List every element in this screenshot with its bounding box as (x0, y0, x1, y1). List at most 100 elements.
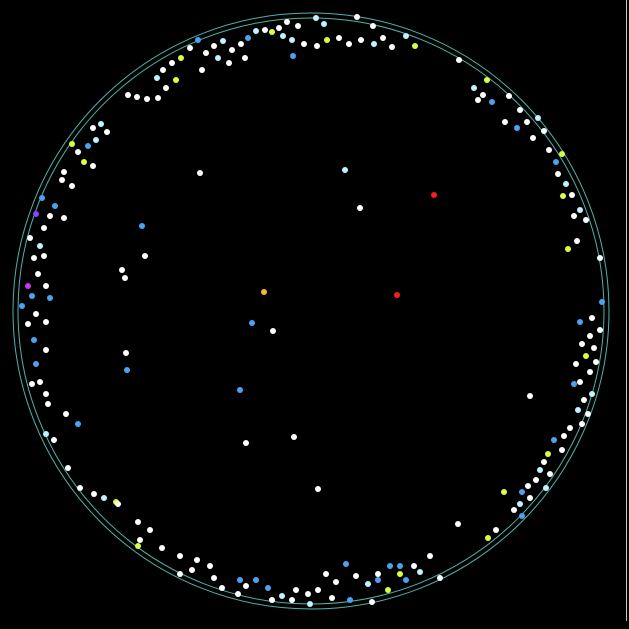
particle-lime (385, 587, 391, 593)
particle-lime (545, 451, 551, 457)
particle-white (235, 591, 241, 597)
particle-blue (519, 489, 525, 495)
particle-blue (47, 295, 53, 301)
particle-white (437, 575, 443, 581)
particle-blue (551, 437, 557, 443)
particle-cyan (403, 33, 409, 39)
particle-white (567, 425, 573, 431)
particle-lime (565, 246, 571, 252)
particle-white (354, 14, 360, 20)
particle-white (329, 595, 335, 601)
particle-white (502, 119, 508, 125)
particle-cyan (563, 181, 569, 187)
particle-white (238, 41, 244, 47)
particle-blue (489, 99, 495, 105)
particle-lime (324, 37, 330, 43)
particle-white (579, 421, 585, 427)
particle-white (37, 379, 43, 385)
particle-blue (237, 387, 243, 393)
particle-white (43, 283, 49, 289)
particle-white (41, 225, 47, 231)
particle-blue (33, 361, 39, 367)
particle-white (579, 341, 585, 347)
particle-lime (560, 193, 566, 199)
particle-white (211, 575, 217, 581)
particle-cyan (577, 207, 583, 213)
particle-blue (85, 143, 91, 149)
particle-white (587, 333, 593, 339)
particle-white (75, 149, 81, 155)
particle-white (207, 563, 213, 569)
particle-white (427, 553, 433, 559)
particle-white (597, 327, 603, 333)
particle-white (593, 359, 599, 365)
particle-white (380, 35, 386, 41)
particle-white (480, 92, 486, 98)
particle-blue (514, 125, 520, 131)
particle-cyan (98, 121, 104, 127)
particle-white (333, 579, 339, 585)
particle-white (314, 43, 320, 49)
particle-cyan (307, 601, 313, 607)
particle-white (25, 321, 31, 327)
particle-white (561, 433, 567, 439)
particle-cyan (365, 581, 371, 587)
particle-white (77, 485, 83, 491)
particle-white (187, 45, 193, 51)
particle-blue (571, 381, 577, 387)
particle-white (581, 397, 587, 403)
particle-white (583, 217, 589, 223)
particle-magenta (25, 283, 31, 289)
particle-purple (33, 211, 39, 217)
particle-blue (195, 37, 201, 43)
particle-white (276, 25, 282, 31)
particle-blue (245, 35, 251, 41)
particle-white (358, 37, 364, 43)
particle-white (142, 253, 148, 259)
particle-blue (375, 577, 381, 583)
particle-white (573, 361, 579, 367)
particle-blue (577, 319, 583, 325)
particle-cyan (342, 167, 348, 173)
particle-white (506, 93, 512, 99)
particle-cyan (154, 75, 160, 81)
particle-white (144, 96, 150, 102)
particle-white (591, 345, 597, 351)
particle-cyan (417, 569, 423, 575)
particle-cyan (279, 593, 285, 599)
particle-white (569, 192, 575, 198)
particle-white (315, 486, 321, 492)
particle-white (315, 587, 321, 593)
particle-blue (387, 563, 393, 569)
particle-white (262, 27, 268, 33)
particle-white (243, 440, 249, 446)
particle-cyan (280, 33, 286, 39)
particle-blue (237, 577, 243, 583)
particle-white (291, 434, 297, 440)
particle-cyan (93, 137, 99, 143)
particle-cyan (543, 485, 549, 491)
particle-white (90, 163, 96, 169)
particle-white (577, 379, 583, 385)
particle-blue (265, 585, 271, 591)
particle-white (293, 587, 299, 593)
particle-white (226, 60, 232, 66)
particle-white (346, 41, 352, 47)
particle-white (243, 583, 249, 589)
particle-cyan (471, 85, 477, 91)
particle-cyan (537, 467, 543, 473)
particle-white (65, 465, 71, 471)
particle-blue (343, 561, 349, 567)
particle-white (493, 527, 499, 533)
particle-white (104, 129, 110, 135)
particle-white (33, 311, 39, 317)
particle-white (389, 44, 395, 50)
particle-white (43, 347, 49, 353)
particle-blue (290, 53, 296, 59)
particle-red (394, 292, 400, 298)
particle-gold (261, 289, 267, 295)
particle-cyan (37, 243, 43, 249)
particle-cyan (589, 391, 595, 397)
particle-white (524, 119, 530, 125)
particle-cyan (517, 501, 523, 507)
